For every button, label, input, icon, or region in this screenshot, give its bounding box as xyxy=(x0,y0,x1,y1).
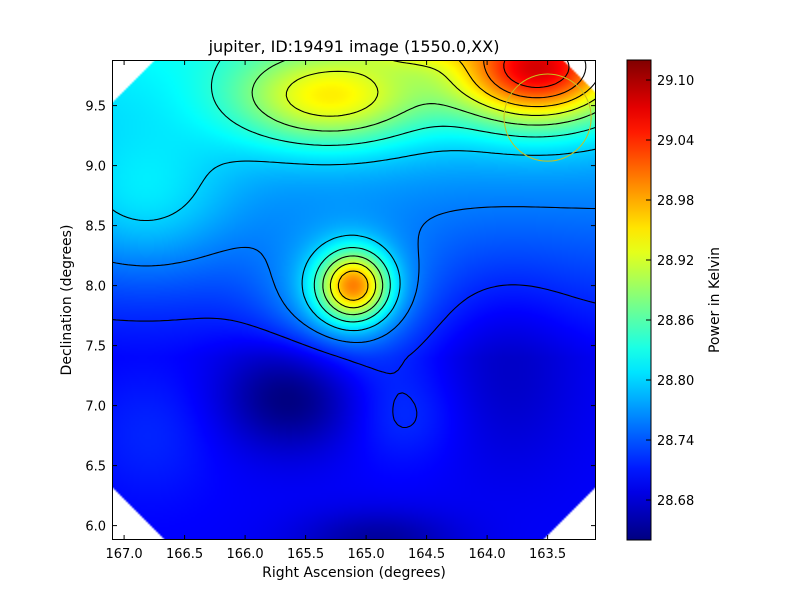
y-tick-label: 6.5 xyxy=(85,460,106,475)
contour-line xyxy=(483,60,587,99)
x-axis-label: Right Ascension (degrees) xyxy=(262,565,446,581)
x-tick-label: 164.0 xyxy=(468,547,505,562)
x-tick-label: 167.0 xyxy=(105,547,142,562)
colorbar-tick-label: 28.80 xyxy=(657,374,694,389)
colorbar: 28.68 28.74 28.80 28.86 28.92 28.98 29.04 29.10… xyxy=(626,59,723,541)
x-tick-label: 165.5 xyxy=(287,547,324,562)
x-tick-label: 165.0 xyxy=(347,547,384,562)
contour-line xyxy=(112,206,596,344)
contour-line xyxy=(210,60,596,323)
contour-lines xyxy=(112,60,596,429)
contour-line xyxy=(251,60,596,316)
colorbar-label: Power in Kelvin xyxy=(707,247,723,353)
colorbar-tick-label: 28.92 xyxy=(657,254,694,269)
y-tick-label: 6.0 xyxy=(85,520,106,535)
plot-area: 167.0 166.5 166.0 165.5 165.0 164.5 164.0 163.5… xyxy=(85,60,596,562)
contour-line xyxy=(112,284,596,429)
y-tick-label: 7.5 xyxy=(85,340,106,355)
contour-line xyxy=(112,148,596,332)
x-tick-label: 166.5 xyxy=(166,547,203,562)
x-tick-label: 166.0 xyxy=(226,547,263,562)
y-axis: 6.0 6.5 7.0 7.5 8.0 8.5 9.0 9.5 xyxy=(85,100,596,535)
y-tick-label: 9.5 xyxy=(85,100,106,115)
plot-frame xyxy=(112,60,596,540)
x-tick-label: 164.5 xyxy=(408,547,445,562)
colorbar-tick-label: 29.04 xyxy=(657,134,694,149)
y-tick-label: 8.5 xyxy=(85,220,106,235)
colorbar-ticks: 28.68 28.74 28.80 28.86 28.92 28.98 29.04 29.10 xyxy=(646,74,694,509)
x-tick-label: 163.5 xyxy=(529,547,566,562)
colorbar-tick-label: 28.98 xyxy=(657,194,694,209)
y-tick-label: 9.0 xyxy=(85,160,106,175)
colorbar-tick-label: 28.74 xyxy=(657,434,694,449)
chart-title: jupiter, ID:19491 image (1550.0,XX) xyxy=(208,37,500,56)
colorbar-tick-label: 28.68 xyxy=(657,494,694,509)
y-axis-label: Declination (degrees) xyxy=(59,225,75,376)
x-axis: 167.0 166.5 166.0 165.5 165.0 164.5 164.0 163.5 xyxy=(105,60,566,562)
y-tick-label: 8.0 xyxy=(85,280,106,295)
y-tick-label: 7.0 xyxy=(85,400,106,415)
colorbar-tick-label: 28.86 xyxy=(657,314,694,329)
beam-circle xyxy=(503,73,592,162)
colorbar-gradient xyxy=(626,59,652,541)
colorbar-tick-label: 29.10 xyxy=(657,74,694,89)
